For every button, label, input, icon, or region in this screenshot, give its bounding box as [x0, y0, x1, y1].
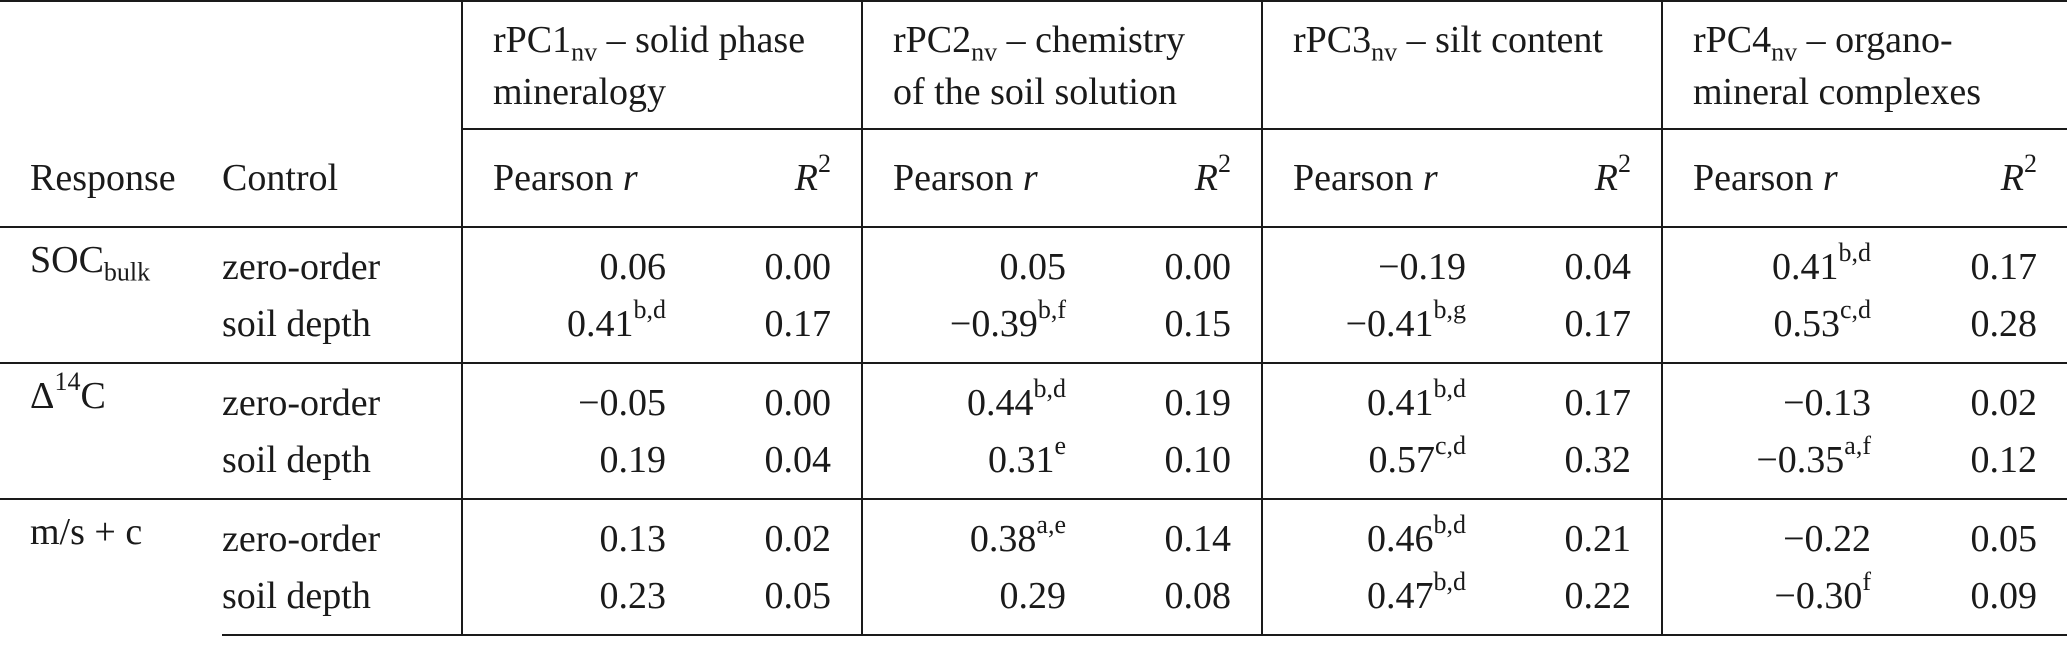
pearson-cell: 0.46b,d	[1261, 498, 1492, 567]
control-cell: soil depth	[222, 567, 462, 636]
header-r-squared: R2	[1897, 129, 2067, 228]
control-cell: zero-order	[222, 362, 462, 431]
r2-cell: 0.04	[1564, 245, 1632, 288]
r2-cell: 0.02	[692, 498, 862, 567]
r2-cell: 0.04	[764, 438, 832, 481]
pearson-cell: 0.53c,d	[1661, 295, 1897, 363]
pearson-cell: 0.41b,d	[1261, 362, 1492, 431]
pearson-cell: −0.39b,f	[861, 295, 1092, 363]
pearson-cell: 0.13	[461, 498, 692, 567]
pearson-cell: 0.41b,d	[1661, 227, 1897, 295]
header-pearson-r: Pearson r	[861, 129, 1092, 228]
r2-cell: 0.14	[1092, 498, 1262, 567]
control-cell: zero-order	[222, 498, 462, 567]
header-control: Control	[222, 129, 462, 228]
pearson-cell: 0.29	[861, 567, 1092, 636]
r2-cell: 0.10	[1164, 438, 1232, 481]
r2-cell: 0.28	[1970, 302, 2038, 345]
table-row: m/s + c zero-order 0.13 0.02 0.38a,e 0.1…	[0, 498, 2067, 635]
group-header-rpc4: rPC4nv – organo-mineral complexes	[1661, 0, 2067, 130]
control-cell: zero-order	[222, 245, 381, 288]
control-cell: soil depth	[222, 438, 371, 481]
pearson-cell: 0.44b,d	[861, 362, 1092, 431]
pearson-cell: 0.31e	[861, 431, 1092, 499]
pearson-cell: 0.23	[461, 567, 692, 636]
header-pearson-r: Pearson r	[461, 129, 692, 228]
column-header-row: Response Control Pearson r R2 Pearson r …	[0, 129, 2067, 228]
pearson-cell: 0.06	[461, 227, 692, 295]
control-cell: soil depth	[222, 302, 371, 345]
r2-cell: 0.22	[1492, 567, 1662, 636]
r2-cell: 0.05	[1897, 498, 2067, 567]
r2-cell: 0.17	[1970, 245, 2038, 288]
header-r-squared: R2	[1492, 129, 1662, 228]
r2-cell: 0.00	[692, 362, 862, 431]
pearson-cell: −0.30f	[1661, 567, 1897, 636]
header-pearson-r: Pearson r	[1661, 129, 1897, 228]
r2-cell: 0.12	[1970, 438, 2038, 481]
response-delta-14c: Δ14C	[0, 362, 222, 499]
r2-cell: 0.15	[1164, 302, 1232, 345]
r2-cell: 0.17	[1564, 302, 1632, 345]
pearson-cell: 0.41b,d	[461, 295, 692, 363]
header-r-squared: R2	[1092, 129, 1262, 228]
pearson-cell: 0.19	[461, 431, 692, 499]
group-header-rpc3: rPC3nv – silt content	[1261, 0, 1662, 130]
header-r-squared: R2	[692, 129, 862, 228]
r2-cell: 0.32	[1564, 438, 1632, 481]
r2-cell: 0.19	[1092, 362, 1262, 431]
group-header-row: rPC1nv – solid phase mineralogy rPC2nv –…	[0, 0, 2067, 130]
pearson-cell: −0.41b,g	[1261, 295, 1492, 363]
table-row: soil depth 0.41b,d 0.17 −0.39b,f 0.15 −0…	[0, 295, 2067, 363]
r2-cell: 0.02	[1897, 362, 2067, 431]
r2-cell: 0.05	[692, 567, 862, 636]
table-row: soil depth 0.23 0.05 0.29 0.08 0.47b,d 0…	[0, 567, 2067, 636]
pearson-cell: −0.13	[1661, 362, 1897, 431]
header-pearson-r: Pearson r	[1261, 129, 1492, 228]
pearson-cell: −0.05	[461, 362, 692, 431]
r2-cell: 0.09	[1897, 567, 2067, 636]
r2-cell: 0.00	[764, 245, 832, 288]
table-row: Δ14C zero-order −0.05 0.00 0.44b,d 0.19 …	[0, 362, 2067, 499]
response-soc-bulk: SOCbulk	[30, 239, 151, 287]
header-response: Response	[0, 129, 222, 228]
pearson-cell: 0.38a,e	[861, 498, 1092, 567]
pearson-cell: −0.35a,f	[1661, 431, 1897, 499]
pearson-cell: −0.19	[1261, 227, 1492, 295]
group-header-rpc1: rPC1nv – solid phase mineralogy	[461, 0, 862, 130]
response-ms-plus-c: m/s + c	[0, 498, 222, 635]
group-header-rpc2: rPC2nv – chemistry of the soil solution	[861, 0, 1262, 130]
r2-cell: 0.08	[1092, 567, 1262, 636]
table-row: SOCbulk zero-order 0.06 0.00 0.05 0.00 −…	[0, 227, 2067, 295]
pearson-cell: 0.47b,d	[1261, 567, 1492, 636]
pearson-cell: 0.05	[861, 227, 1092, 295]
r2-cell: 0.17	[1492, 362, 1662, 431]
r2-cell: 0.17	[764, 302, 832, 345]
pearson-cell: 0.57c,d	[1261, 431, 1492, 499]
r2-cell: 0.00	[1164, 245, 1232, 288]
r2-cell: 0.21	[1492, 498, 1662, 567]
table-row: soil depth 0.19 0.04 0.31e 0.10 0.57c,d …	[0, 431, 2067, 499]
pearson-cell: −0.22	[1661, 498, 1897, 567]
